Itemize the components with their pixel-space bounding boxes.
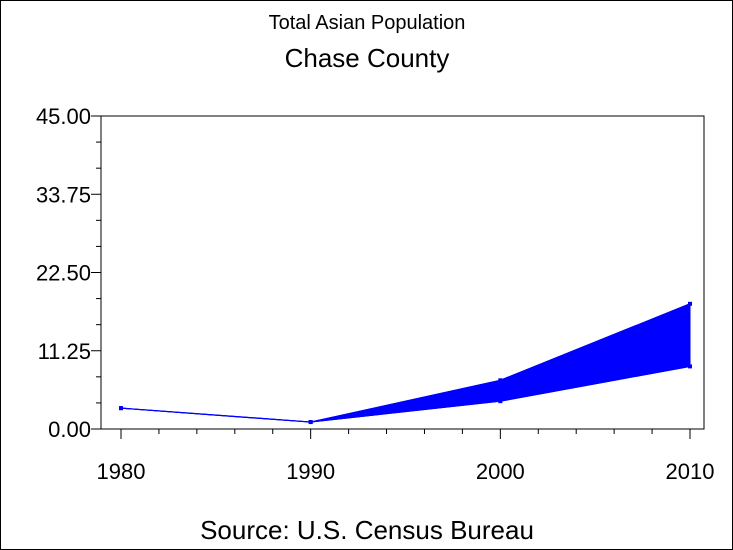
y-tick-label: 0.00 xyxy=(48,417,91,442)
data-point-2 xyxy=(498,378,503,383)
x-tick-label: 1990 xyxy=(286,459,335,484)
x-tick-label: 2010 xyxy=(666,459,715,484)
y-axis: 0.00 11.25 22.50 33.75 45.00 xyxy=(36,104,101,442)
data-marks xyxy=(119,301,692,425)
x-tick-label: 2000 xyxy=(476,459,525,484)
y-tick-label: 22.50 xyxy=(36,261,91,286)
data-point-2 xyxy=(688,301,692,306)
chart-title: Total Asian Population xyxy=(269,12,466,34)
x-tick-label: 1980 xyxy=(97,459,146,484)
data-point-2 xyxy=(308,420,313,425)
data-point-1 xyxy=(688,364,692,369)
band-fill xyxy=(120,303,691,423)
chart-source: Source: U.S. Census Bureau xyxy=(200,515,534,545)
plot-area xyxy=(100,115,705,430)
x-axis: 1980 1990 2000 2010 xyxy=(97,429,715,484)
data-point-2 xyxy=(119,406,123,411)
y-tick-label: 33.75 xyxy=(36,182,91,207)
data-point-1 xyxy=(498,399,503,404)
series-line-2 xyxy=(120,303,691,423)
y-tick-label: 45.00 xyxy=(36,104,91,129)
chart-subtitle: Chase County xyxy=(285,43,450,73)
y-tick-label: 11.25 xyxy=(38,339,91,364)
